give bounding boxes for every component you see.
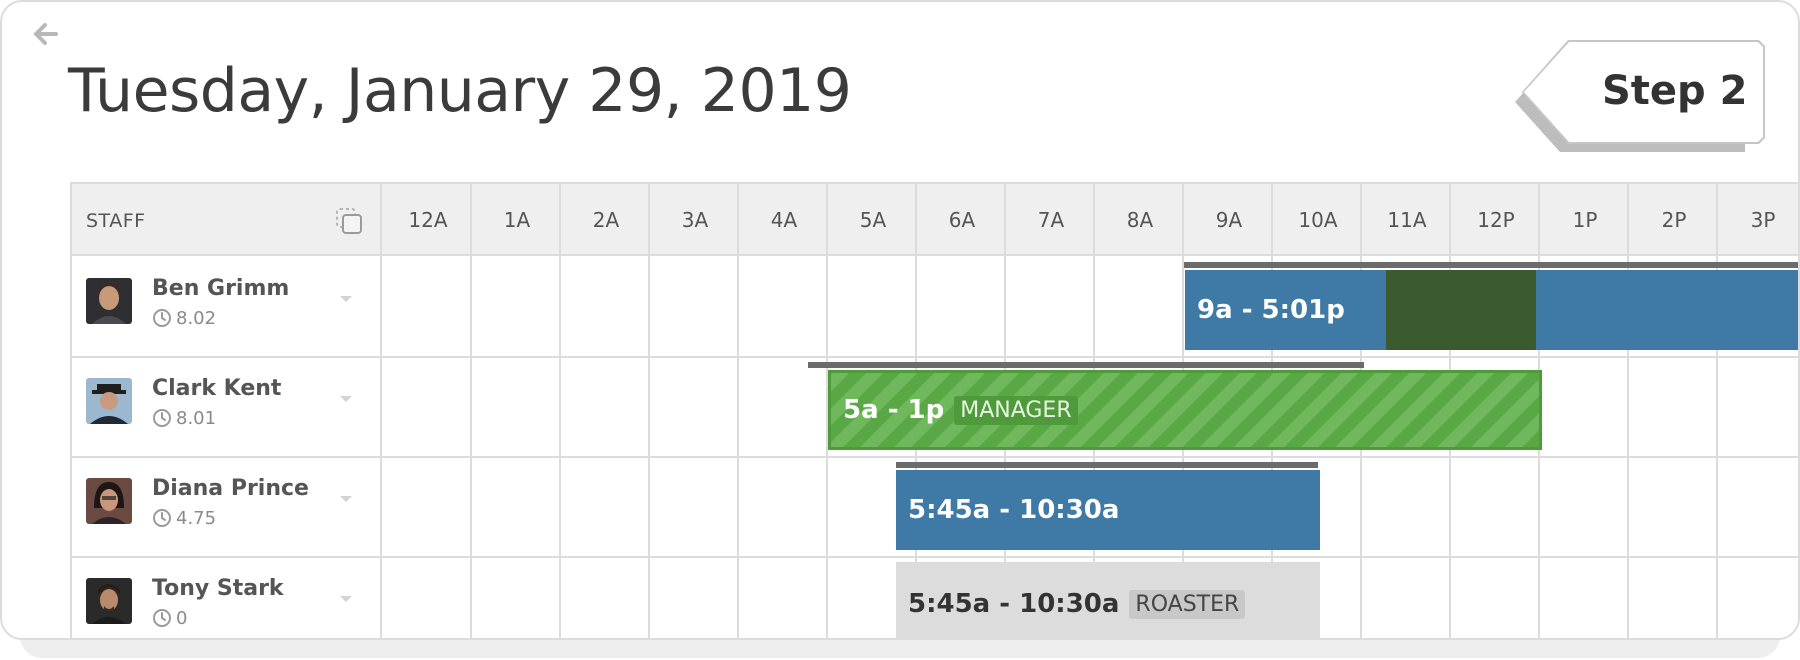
avatar: [86, 278, 132, 324]
chevron-down-icon[interactable]: [336, 492, 356, 506]
hour-gridline: [559, 184, 561, 638]
hour-label: 10A: [1298, 208, 1338, 232]
shift-time: 5:45a - 10:30a: [908, 589, 1120, 619]
hour-label: 12P: [1477, 208, 1515, 232]
availability-line: [1184, 262, 1798, 268]
break-block[interactable]: [1386, 270, 1536, 350]
staff-column-header: STAFF: [86, 210, 146, 232]
shift-block[interactable]: 5:45a - 10:30a ROASTER: [896, 562, 1320, 638]
hours-value: 8.02: [176, 308, 217, 329]
staff-name[interactable]: Ben Grimm: [152, 276, 290, 301]
hour-label: 8A: [1126, 208, 1154, 232]
hour-label: 1A: [503, 208, 531, 232]
hour-label: 2A: [592, 208, 620, 232]
staff-name[interactable]: Tony Stark: [152, 576, 284, 601]
hours-value: 0: [176, 608, 188, 629]
hour-gridline: [1627, 184, 1629, 638]
shift-time: 5a - 1p: [843, 395, 945, 425]
hour-label: 11A: [1387, 208, 1427, 232]
chevron-down-icon[interactable]: [336, 292, 356, 306]
hour-label: 4A: [770, 208, 798, 232]
avatar: [86, 378, 132, 424]
clock-icon: [153, 509, 171, 527]
staff-row: Diana Prince 4.75: [72, 456, 1798, 558]
shift-time: 9a - 5:01p: [1197, 295, 1345, 325]
hour-label: 6A: [948, 208, 976, 232]
shift-time: 5:45a - 10:30a: [908, 495, 1120, 525]
hour-label: 9A: [1215, 208, 1243, 232]
schedule-grid: STAFF 12A 1A 2A 3A 4A 5A 6A 7A 8A 9A 10A…: [70, 182, 1798, 638]
chevron-down-icon[interactable]: [336, 592, 356, 606]
clock-icon: [153, 409, 171, 427]
role-tag: MANAGER: [954, 395, 1078, 425]
hour-gridline: [470, 184, 472, 638]
clock-icon: [153, 609, 171, 627]
staff-row: Ben Grimm 8.02: [72, 256, 1798, 358]
hour-label: 3A: [681, 208, 709, 232]
staff-row: Clark Kent 8.01: [72, 356, 1798, 458]
chevron-down-icon[interactable]: [336, 392, 356, 406]
hours-value: 8.01: [176, 408, 217, 429]
page-title: Tuesday, January 29, 2019: [68, 56, 852, 126]
shift-block[interactable]: 5:45a - 10:30a: [896, 470, 1320, 550]
availability-line: [808, 362, 1364, 368]
hours-value: 4.75: [176, 508, 217, 529]
staff-name[interactable]: Diana Prince: [152, 476, 309, 501]
staff-column-divider: [380, 184, 382, 638]
availability-line: [896, 462, 1318, 468]
role-tag: ROASTER: [1129, 589, 1246, 619]
step-label: Step 2: [1602, 68, 1748, 114]
staff-row: Tony Stark 0: [72, 556, 1798, 638]
clock-icon: [153, 309, 171, 327]
staff-name[interactable]: Clark Kent: [152, 376, 282, 401]
hour-gridline: [1716, 184, 1718, 638]
hour-gridline: [648, 184, 650, 638]
shift-block[interactable]: 5a - 1p MANAGER: [828, 370, 1542, 450]
hour-gridline: [737, 184, 739, 638]
grid-header-row: STAFF 12A 1A 2A 3A 4A 5A 6A 7A 8A 9A 10A…: [72, 184, 1798, 256]
hour-label: 12A: [408, 208, 448, 232]
step-badge: Step 2: [1515, 40, 1767, 152]
hour-gridline: [826, 184, 828, 638]
hour-label: 7A: [1037, 208, 1065, 232]
hour-label: 1P: [1572, 208, 1598, 232]
hour-label: 2P: [1661, 208, 1687, 232]
avatar: [86, 478, 132, 524]
hour-label: 3P: [1750, 208, 1776, 232]
hour-label: 5A: [859, 208, 887, 232]
schedule-card: Tuesday, January 29, 2019 Step 2 STAFF 1…: [0, 0, 1800, 640]
copy-icon[interactable]: [334, 206, 364, 236]
avatar: [86, 578, 132, 624]
back-arrow-icon[interactable]: [32, 20, 60, 48]
